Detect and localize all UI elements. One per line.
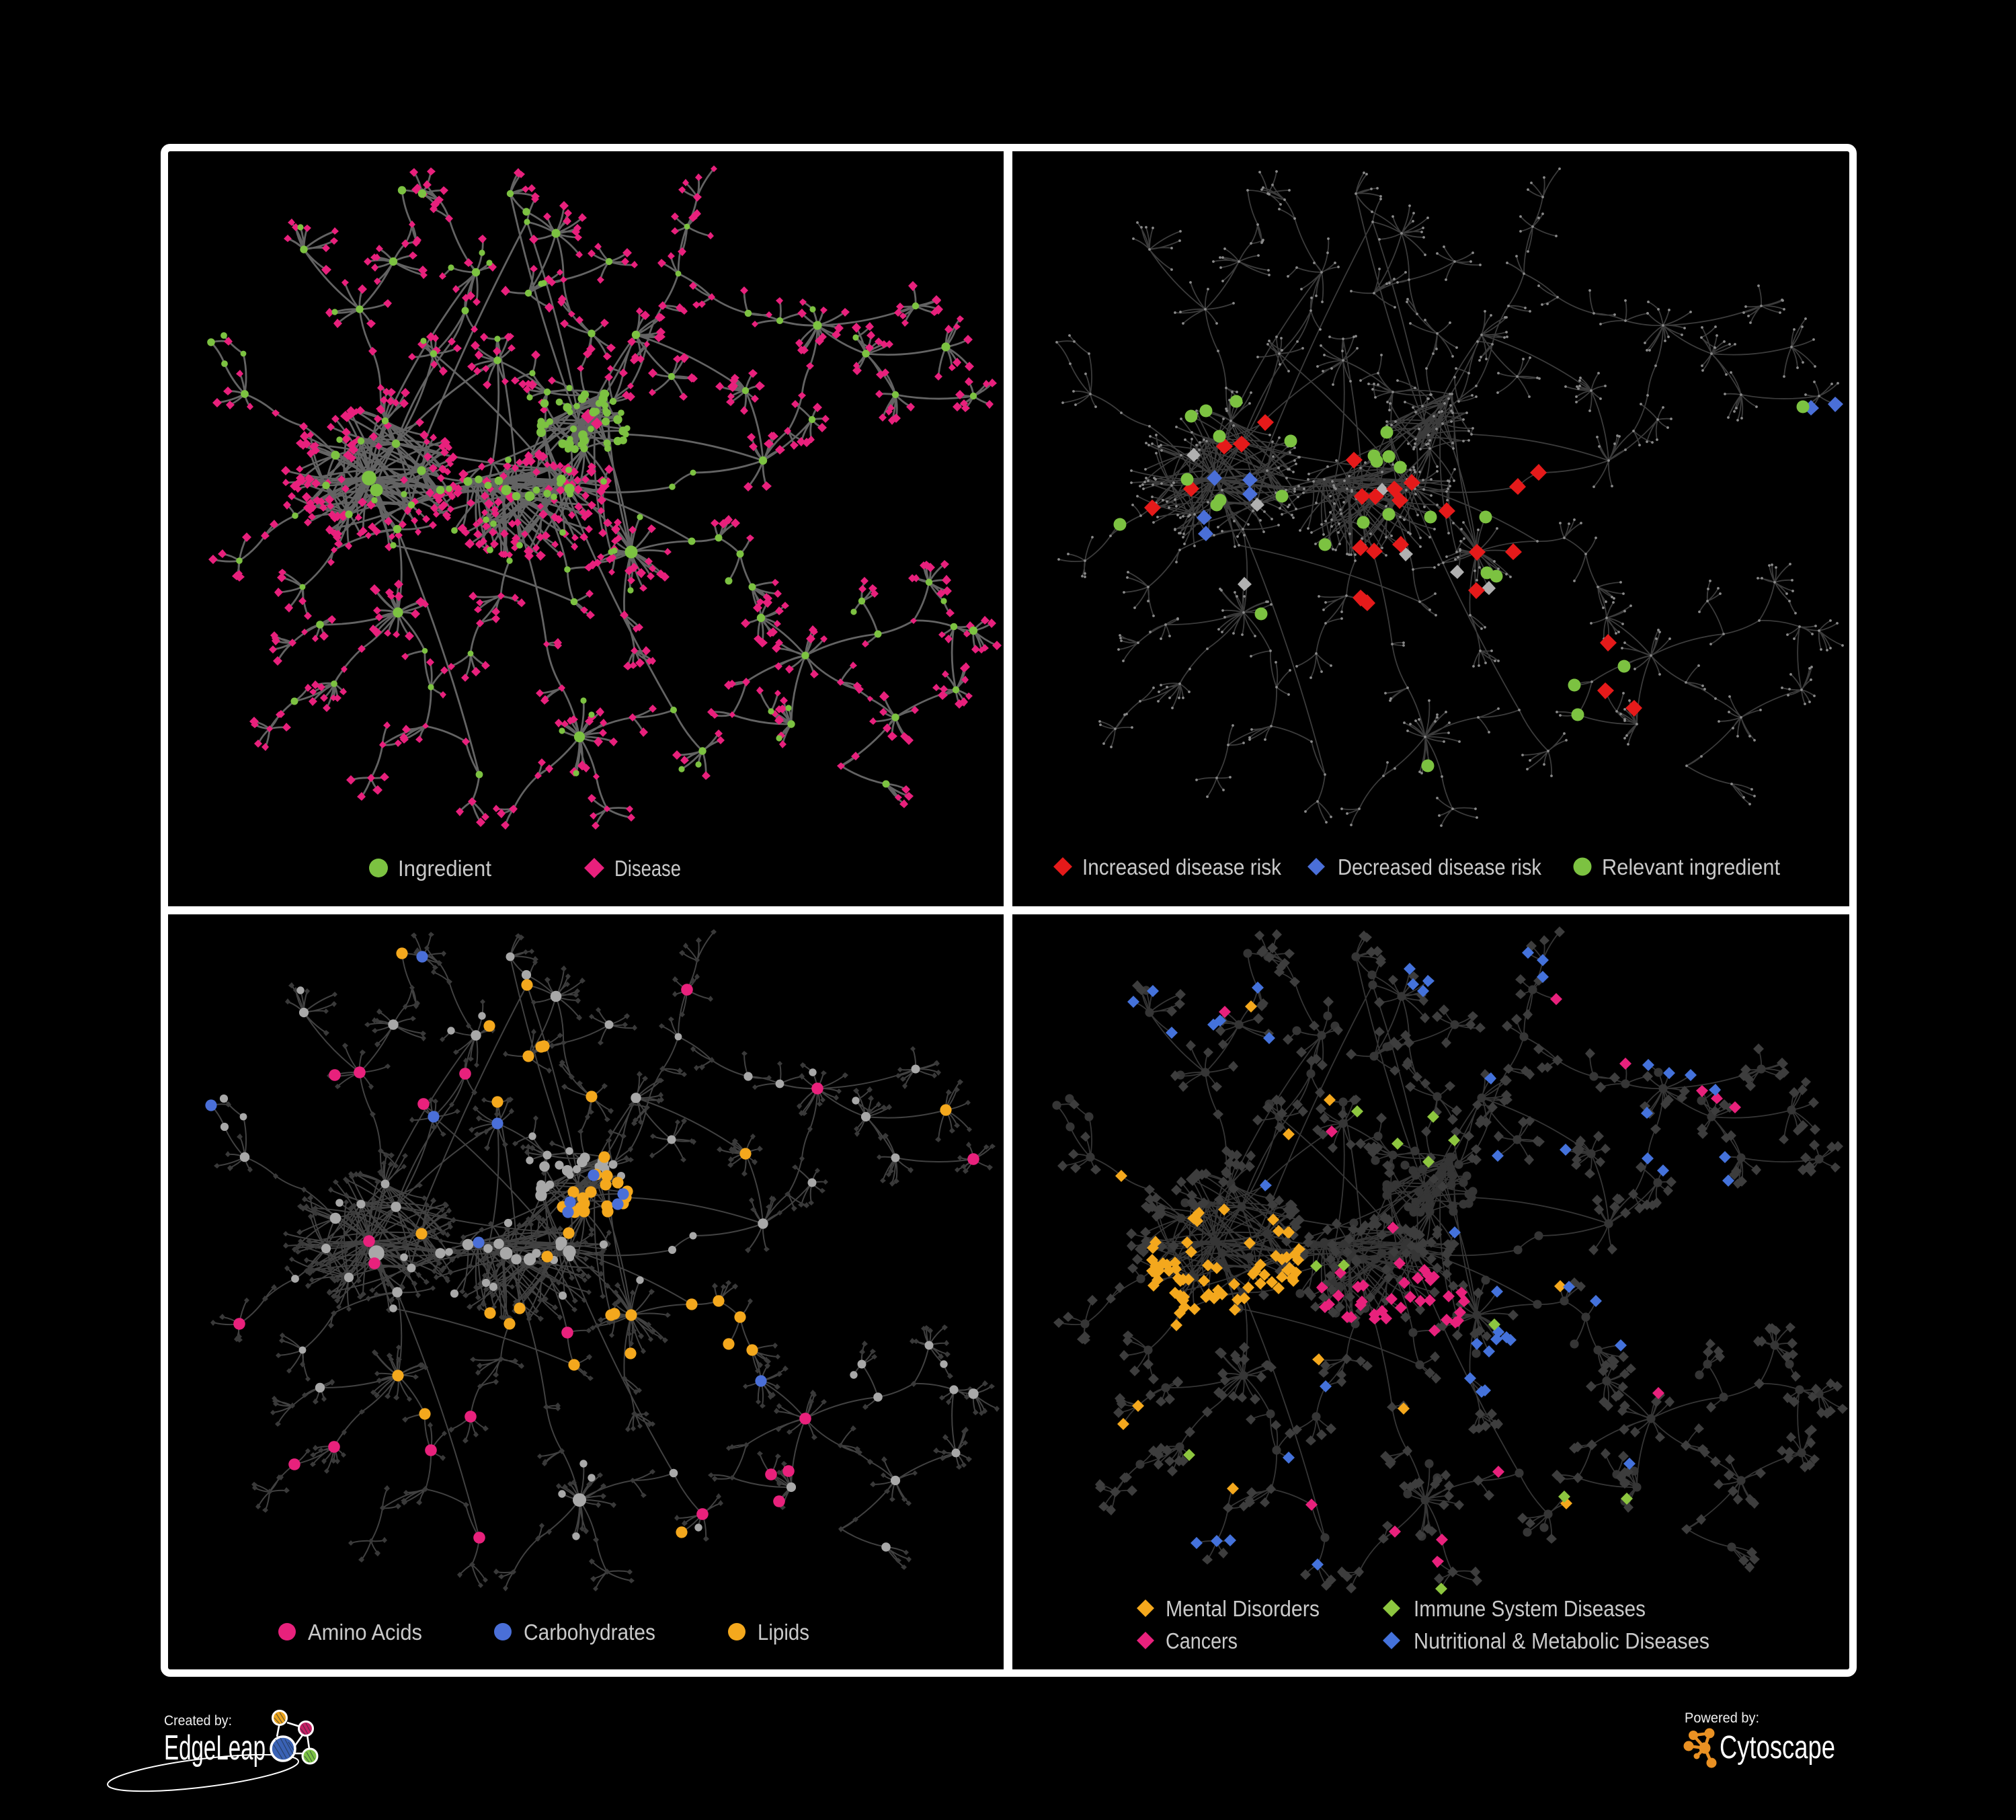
- svg-text:Disease: Disease: [614, 856, 681, 881]
- svg-text:Amino Acids: Amino Acids: [308, 1620, 422, 1645]
- svg-text:Relevant ingredient: Relevant ingredient: [1602, 855, 1780, 879]
- svg-text:Immune System Diseases: Immune System Diseases: [1414, 1596, 1646, 1621]
- svg-text:Decreased disease risk: Decreased disease risk: [1338, 855, 1541, 879]
- svg-text:Increased disease risk: Increased disease risk: [1082, 855, 1281, 879]
- svg-text:Powered by:: Powered by:: [1685, 1710, 1759, 1726]
- svg-text:Mental Disorders: Mental Disorders: [1166, 1596, 1320, 1621]
- svg-text:Nutritional & Metabolic Diseas: Nutritional & Metabolic Diseases: [1414, 1628, 1709, 1653]
- svg-text:Carbohydrates: Carbohydrates: [524, 1620, 655, 1645]
- svg-text:Lipids: Lipids: [758, 1620, 809, 1645]
- svg-text:Cytoscape: Cytoscape: [1720, 1730, 1835, 1766]
- svg-text:Ingredient: Ingredient: [398, 856, 491, 881]
- svg-text:Created by:: Created by:: [164, 1713, 232, 1729]
- svg-text:Cancers: Cancers: [1166, 1628, 1238, 1653]
